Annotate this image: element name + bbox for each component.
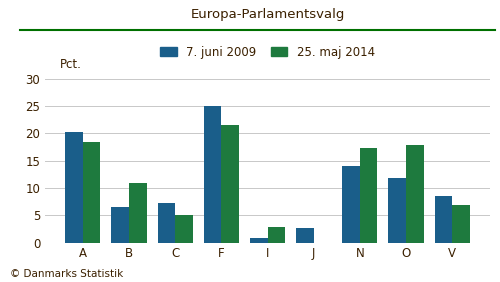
Bar [112,207,129,243]
Text: Europa-Parlamentsvalg: Europa-Parlamentsvalg [190,8,344,21]
Bar [406,146,423,243]
Bar [296,228,314,243]
Text: Pct.: Pct. [60,58,82,71]
Bar [434,196,452,243]
Bar [452,206,470,243]
Bar [342,166,360,243]
Bar [250,238,268,243]
Bar [222,125,239,243]
Bar [83,142,100,243]
Bar [268,227,285,243]
Bar [388,178,406,243]
Bar [129,183,146,243]
Bar [360,148,378,243]
Legend: 7. juni 2009, 25. maj 2014: 7. juni 2009, 25. maj 2014 [156,41,380,64]
Bar [204,106,222,243]
Bar [65,132,83,243]
Bar [158,203,175,243]
Bar [175,215,192,243]
Text: © Danmarks Statistik: © Danmarks Statistik [10,269,123,279]
